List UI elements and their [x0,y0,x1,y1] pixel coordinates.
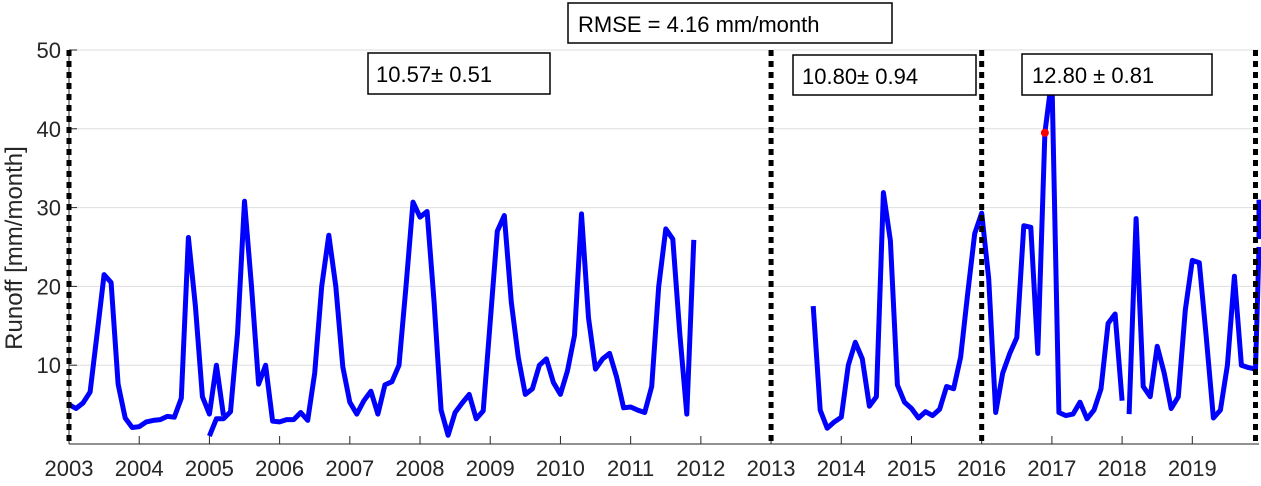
x-tick-label: 2009 [466,456,515,481]
rmse-box [567,2,893,44]
period2-label: 10.80± 0.94 [802,64,918,89]
rmse-label: RMSE = 4.16 mm/month [578,12,819,37]
x-tick-label: 2005 [185,456,234,481]
x-tick-label: 2013 [747,456,796,481]
axes-layer: 10 20 30 40 50 2003 2004 2005 2006 2007 2008 2009 20… [37,38,1259,481]
x-tick-label: 2007 [325,456,374,481]
period3-box [1021,53,1213,96]
x-tick-label: 2016 [957,456,1006,481]
runoff-line-segment [1126,216,1261,421]
runoff-line-segment [207,198,697,438]
period2-box [792,54,977,96]
series-layer [67,75,1261,438]
x-tick-label: 2014 [817,456,866,481]
highlight-point [1040,128,1049,137]
x-tick-label: 2015 [887,456,936,481]
y-tick-label: 20 [37,274,61,299]
x-tick-label: 2006 [255,456,304,481]
x-tick-label: 2010 [536,456,585,481]
x-tick-label: 2004 [115,456,164,481]
annotation-layer: RMSE = 4.16 mm/month 10.57± 0.51 10.80± … [367,2,1213,96]
runoff-line-segment [810,75,1125,431]
x-tick-label: 2008 [396,456,445,481]
grid-layer [69,49,1259,366]
period1-box [367,52,551,95]
x-tick-label: 2019 [1168,456,1217,481]
x-tick-label: 2018 [1098,456,1147,481]
y-tick-label: 40 [37,117,61,142]
y-tick-label: 50 [37,38,61,63]
y-tick-label: 30 [37,196,61,221]
x-tick-label: 2017 [1027,456,1076,481]
runoff-line-segment [67,235,226,430]
y-axis-label: Runoff [mm/month] [1,146,28,350]
period1-label: 10.57± 0.51 [376,62,492,87]
x-tick-label: 2012 [676,456,725,481]
x-tick-label: 2011 [607,456,654,481]
y-tick-label: 10 [37,353,61,378]
period3-label: 12.80 ± 0.81 [1032,63,1154,88]
x-tick-label: 2003 [45,456,94,481]
